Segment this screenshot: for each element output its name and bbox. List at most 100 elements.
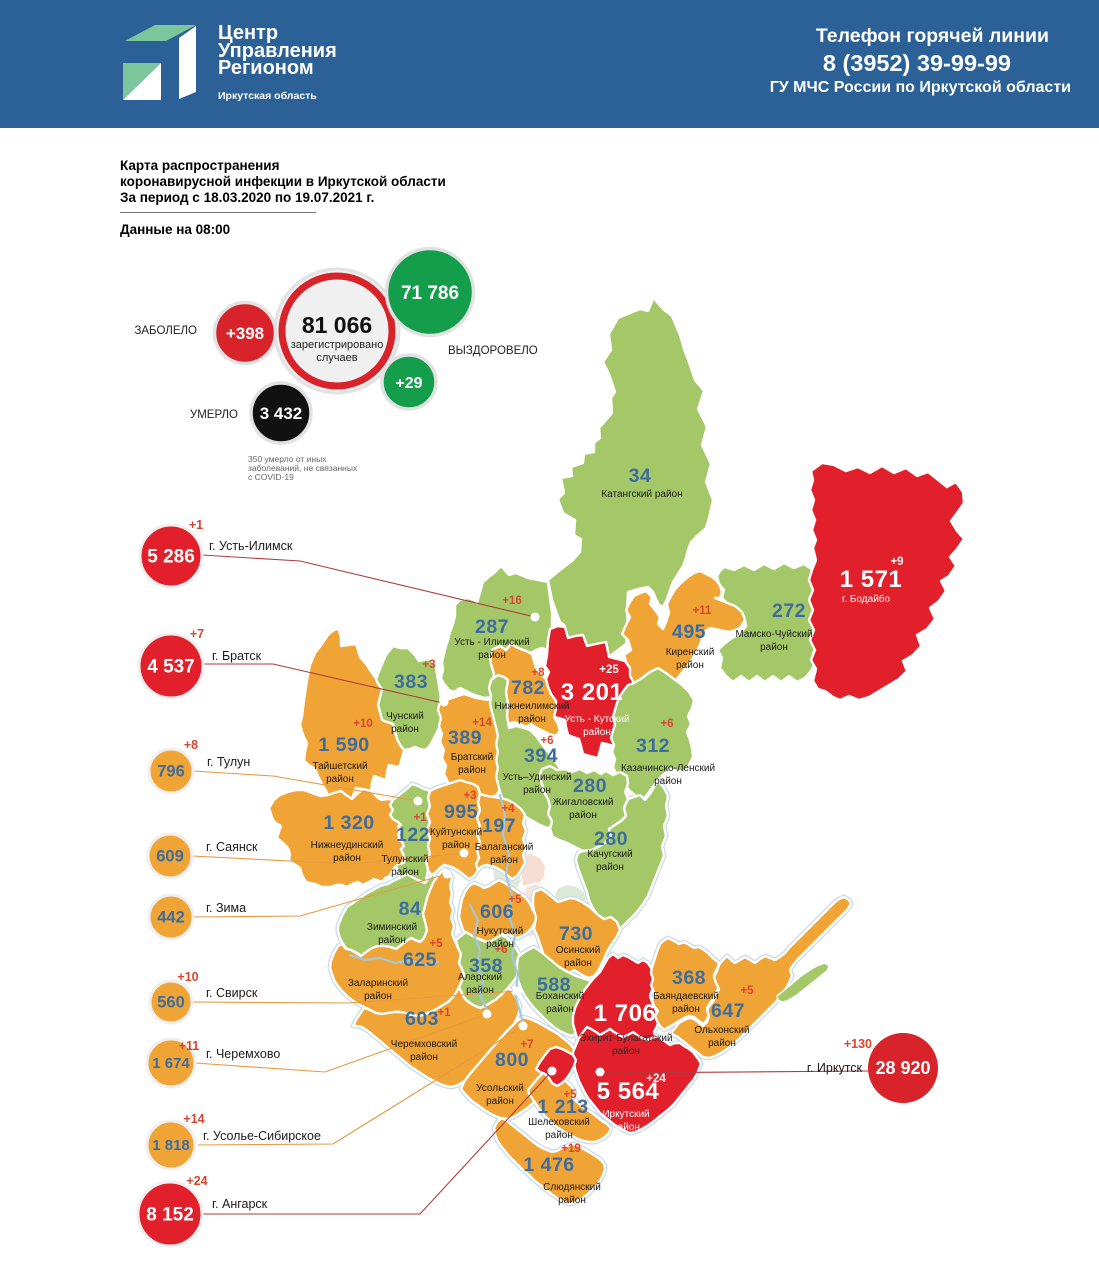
svg-text:383: 383 xyxy=(394,671,428,693)
svg-text:796: 796 xyxy=(157,763,185,781)
svg-text:Аларский: Аларский xyxy=(458,972,502,983)
svg-text:+6: +6 xyxy=(540,735,553,747)
svg-text:5 564: 5 564 xyxy=(597,1078,660,1105)
svg-text:район: район xyxy=(458,765,486,776)
svg-text:+11: +11 xyxy=(693,605,712,617)
svg-text:район: район xyxy=(326,774,354,785)
svg-text:+14: +14 xyxy=(183,1112,204,1126)
svg-text:280: 280 xyxy=(573,775,607,797)
svg-text:4 537: 4 537 xyxy=(147,656,195,677)
svg-text:Братский: Братский xyxy=(451,752,493,763)
svg-text:г. Усть-Илимск: г. Усть-Илимск xyxy=(209,539,293,553)
svg-text:625: 625 xyxy=(403,949,437,971)
svg-text:782: 782 xyxy=(511,677,545,699)
svg-text:368: 368 xyxy=(672,967,706,989)
svg-text:Иркутский: Иркутский xyxy=(602,1109,649,1120)
svg-text:+5: +5 xyxy=(429,938,443,950)
svg-text:Усть - Илимский: Усть - Илимский xyxy=(454,637,529,648)
svg-text:ВЫЗДОРОВЕЛО: ВЫЗДОРОВЕЛО xyxy=(448,345,538,357)
svg-text:1 590: 1 590 xyxy=(318,734,369,756)
svg-text:г. Бодайбо: г. Бодайбо xyxy=(842,593,891,605)
svg-text:г. Тулун: г. Тулун xyxy=(207,755,250,769)
svg-text:+25: +25 xyxy=(599,664,619,676)
svg-text:389: 389 xyxy=(448,727,482,749)
svg-text:г. Свирск: г. Свирск xyxy=(206,986,258,1000)
svg-text:район: район xyxy=(486,939,514,950)
svg-text:район: район xyxy=(612,1122,640,1133)
svg-text:район: район xyxy=(708,1038,736,1049)
svg-text:730: 730 xyxy=(559,923,593,945)
svg-text:34: 34 xyxy=(629,465,652,487)
svg-text:район: район xyxy=(442,840,470,851)
svg-text:район: район xyxy=(486,1096,514,1107)
svg-text:с COVID-19: с COVID-19 xyxy=(248,472,294,482)
svg-text:197: 197 xyxy=(482,815,516,837)
svg-text:81 066: 81 066 xyxy=(302,312,372,338)
svg-text:560: 560 xyxy=(157,994,185,1012)
svg-text:район: район xyxy=(654,776,682,787)
svg-text:район: район xyxy=(558,1195,586,1206)
svg-text:+5: +5 xyxy=(563,1089,577,1101)
svg-text:район: район xyxy=(490,855,518,866)
svg-text:588: 588 xyxy=(537,974,571,996)
svg-text:район: район xyxy=(466,985,494,996)
svg-text:+10: +10 xyxy=(177,970,198,984)
svg-text:Киренский: Киренский xyxy=(666,647,715,658)
svg-text:г. Саянск: г. Саянск xyxy=(206,840,258,854)
svg-text:995: 995 xyxy=(444,801,478,823)
svg-text:Боханский: Боханский xyxy=(536,991,585,1002)
svg-text:3 201: 3 201 xyxy=(561,679,624,706)
svg-text:Жигаловский: Жигаловский xyxy=(552,797,613,808)
svg-text:+29: +29 xyxy=(395,375,422,392)
svg-text:+130: +130 xyxy=(844,1037,872,1051)
svg-text:г. Иркутск: г. Иркутск xyxy=(807,1061,863,1075)
svg-text:ЗАБОЛЕЛО: ЗАБОЛЕЛО xyxy=(134,325,197,337)
svg-text:+7: +7 xyxy=(190,627,204,641)
svg-text:1 320: 1 320 xyxy=(323,812,374,834)
svg-text:район: район xyxy=(410,1052,438,1063)
svg-text:+1: +1 xyxy=(413,812,427,824)
svg-text:Черемховский: Черемховский xyxy=(391,1039,457,1050)
svg-text:394: 394 xyxy=(524,745,558,767)
svg-text:УМЕРЛО: УМЕРЛО xyxy=(190,409,238,421)
svg-text:280: 280 xyxy=(594,828,628,850)
svg-text:Тулунский: Тулунский xyxy=(381,854,428,865)
svg-text:Балаганский: Балаганский xyxy=(475,842,534,853)
svg-text:+11: +11 xyxy=(179,1039,200,1053)
svg-text:Зиминский: Зиминский xyxy=(367,922,417,933)
svg-text:Осинский: Осинский xyxy=(556,945,600,956)
svg-text:+1: +1 xyxy=(189,518,203,532)
svg-text:район: район xyxy=(391,724,419,735)
svg-text:Катангский район: Катангский район xyxy=(601,489,682,500)
svg-text:район: район xyxy=(564,958,592,969)
svg-text:район: район xyxy=(672,1004,700,1015)
svg-text:1 213: 1 213 xyxy=(537,1096,588,1118)
svg-text:+9: +9 xyxy=(890,556,903,568)
svg-text:Нижнеилимский: Нижнеилимский xyxy=(494,701,569,712)
svg-text:Нукутский: Нукутский xyxy=(477,926,524,937)
svg-text:случаев: случаев xyxy=(316,352,357,364)
svg-text:г. Усолье-Сибирское: г. Усолье-Сибирское xyxy=(203,1129,321,1143)
svg-text:г. Братск: г. Братск xyxy=(212,649,262,663)
svg-text:Баяндаевский: Баяндаевский xyxy=(653,991,719,1002)
svg-text:28 920: 28 920 xyxy=(875,1058,930,1078)
svg-text:Ольхонский: Ольхонский xyxy=(694,1025,749,1036)
svg-text:358: 358 xyxy=(469,955,503,977)
svg-text:район: район xyxy=(333,853,361,864)
svg-text:+1: +1 xyxy=(437,1007,451,1019)
svg-text:3 432: 3 432 xyxy=(260,404,303,423)
svg-text:район: район xyxy=(478,650,506,661)
svg-text:+8: +8 xyxy=(531,667,545,679)
svg-text:350 умерло от иных: 350 умерло от иных xyxy=(248,454,327,464)
svg-text:Казачинско-Ленский: Казачинско-Ленский xyxy=(621,763,715,774)
svg-text:+5: +5 xyxy=(740,985,754,997)
svg-text:Заларинский: Заларинский xyxy=(348,978,408,989)
svg-text:1 674: 1 674 xyxy=(152,1055,190,1072)
svg-text:Шелеховский: Шелеховский xyxy=(528,1117,590,1128)
svg-text:район: район xyxy=(546,1004,574,1015)
svg-text:+3: +3 xyxy=(463,790,476,802)
svg-text:район: район xyxy=(518,714,546,725)
svg-text:район: район xyxy=(612,1046,640,1057)
svg-text:Тайшетский: Тайшетский xyxy=(312,761,367,772)
svg-text:Мамско-Чуйский: Мамско-Чуйский xyxy=(735,629,812,640)
